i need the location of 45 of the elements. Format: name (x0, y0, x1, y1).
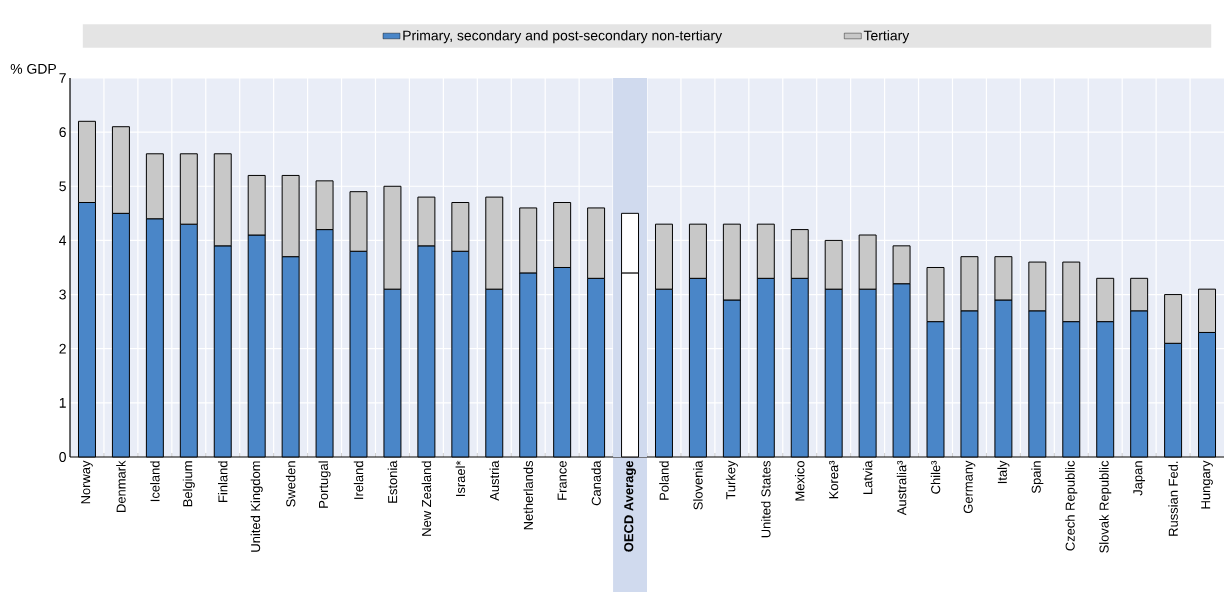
x-tick-label: Italy (997, 460, 1010, 484)
x-tick-label: Israel* (455, 460, 466, 497)
x-tick-label: Sweden (285, 461, 296, 507)
x-tick-label: Norway (81, 460, 93, 504)
x-tick-label: Slovenia (693, 460, 703, 510)
x-tick-label: Poland (659, 461, 669, 500)
y-tick-label: 5 (59, 181, 66, 192)
y-axis-title: % GDP (10, 63, 56, 74)
x-tick-label: Latvia (862, 460, 873, 494)
y-tick-label: 6 (59, 127, 66, 138)
y-tick-label: 4 (59, 235, 67, 246)
x-tick-label: Netherlands (523, 460, 533, 530)
legend-label: Primary, secondary and post-secondary non-tertiary (403, 30, 723, 44)
x-tick-label: New Zealand (421, 461, 432, 536)
y-tick-label: 7 (59, 73, 66, 83)
x-tick-label: Slovak Republic (1099, 460, 1112, 553)
x-tick-label: United Kingdom (250, 461, 263, 552)
legend-label: Tertiary (863, 30, 910, 44)
x-tick-label: United States (761, 460, 771, 538)
x-tick-label: Czech Republic (1065, 460, 1078, 551)
y-tick-label: 3 (59, 289, 66, 300)
x-tick-label: Estonia (387, 460, 398, 503)
x-tick-label: OECD Average (624, 460, 636, 552)
x-tick-label: Japan (1133, 461, 1145, 496)
x-tick-label: Portugal (318, 461, 331, 508)
x-tick-label: Russian Fed. (1168, 461, 1178, 536)
x-tick-label: Spain (1031, 461, 1044, 494)
x-tick-label: Chile³ (930, 460, 941, 494)
x-tick-label: Ireland (353, 461, 364, 499)
x-tick-label: Mexico (794, 461, 805, 501)
x-tick-label: Austria (489, 460, 500, 501)
y-tick-label: 2 (59, 343, 66, 354)
x-tick-label: Denmark (116, 460, 126, 512)
x-tick-label: France (557, 461, 567, 500)
x-tick-label: Iceland (150, 461, 160, 502)
y-tick-label: 1 (59, 398, 66, 408)
x-tick-label: Turkey (725, 460, 738, 500)
y-tick-label: 0 (59, 452, 66, 462)
x-tick-label: Germany (963, 460, 976, 514)
x-tick-label: Belgium (182, 461, 195, 507)
x-tick-label: Korea³ (829, 460, 839, 499)
x-tick-label: Hungary (1201, 460, 1213, 509)
x-tick-label: Finland (217, 461, 228, 502)
x-tick-label: Canada (591, 460, 601, 506)
x-tick-label: Australia³ (896, 460, 907, 516)
